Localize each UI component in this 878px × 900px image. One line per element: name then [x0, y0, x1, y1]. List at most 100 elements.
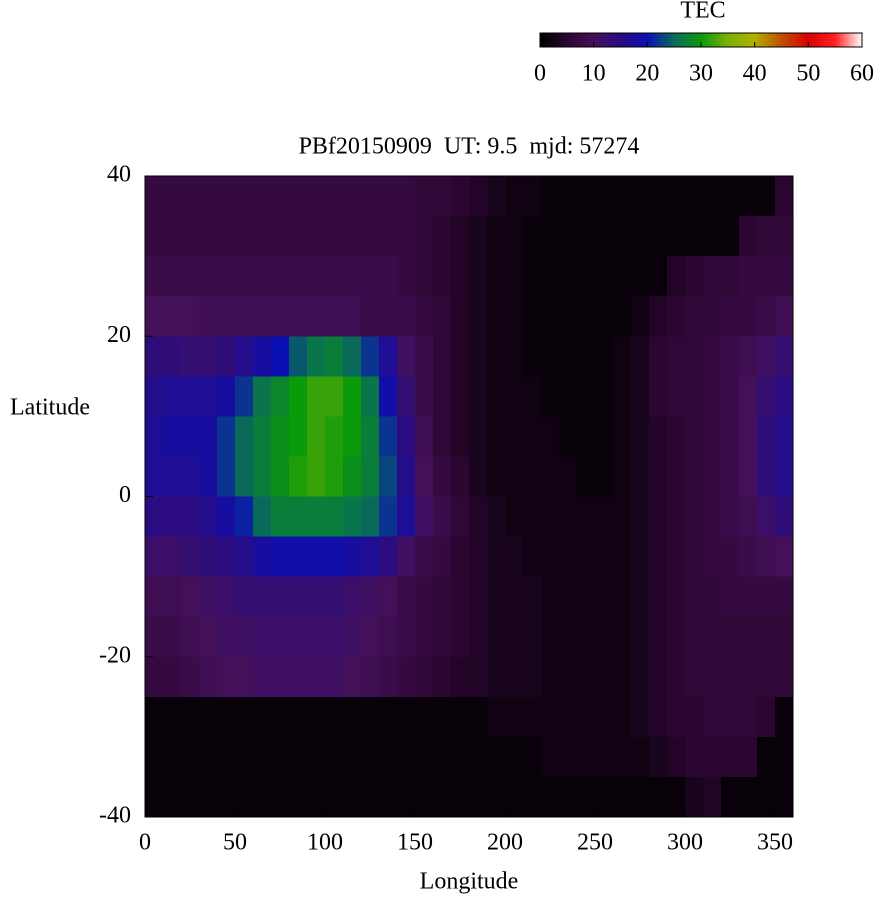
heatmap-cell [721, 336, 740, 377]
heatmap-cell [721, 736, 740, 778]
heatmap-cell [613, 176, 632, 217]
heatmap-cell [307, 696, 326, 738]
heatmap-cell [145, 376, 164, 417]
heatmap-cell [289, 776, 308, 818]
heatmap-cell [577, 536, 596, 578]
heatmap-cell [559, 216, 578, 257]
heatmap-cell [541, 736, 560, 778]
heatmap-cell [397, 256, 416, 297]
heatmap-cell [379, 416, 398, 458]
heatmap-cell [703, 776, 722, 818]
heatmap-cell [217, 216, 236, 257]
heatmap-cell [271, 776, 290, 818]
heatmap-cell [181, 376, 200, 417]
heatmap-cell [577, 336, 596, 377]
heatmap-cell [559, 296, 578, 337]
heatmap-cell [541, 776, 560, 818]
heatmap-cell [433, 376, 452, 417]
heatmap-cell [577, 456, 596, 498]
heatmap-cell [469, 656, 488, 698]
heatmap-cell [199, 456, 218, 498]
heatmap-cell [253, 296, 272, 337]
heatmap-cell [559, 256, 578, 297]
heatmap-cell [307, 616, 326, 658]
heatmap-cell [451, 376, 470, 417]
heatmap-cell [235, 616, 254, 658]
heatmap-cell [505, 456, 524, 498]
heatmap-cell [361, 496, 380, 538]
x-tick-label: 150 [397, 830, 433, 856]
heatmap-cell [739, 656, 758, 698]
heatmap-cell [721, 216, 740, 257]
heatmap-cell [703, 656, 722, 698]
heatmap-cell [505, 496, 524, 538]
heatmap-cell [307, 416, 326, 458]
heatmap-cell [739, 216, 758, 257]
heatmap-cell [757, 656, 776, 698]
heatmap-cell [577, 736, 596, 778]
heatmap-cell [721, 456, 740, 498]
heatmap-cell [361, 536, 380, 578]
heatmap-cell [415, 336, 434, 377]
heatmap-cell [631, 216, 650, 257]
y-tick-label: 0 [119, 482, 131, 508]
heatmap-cell [703, 736, 722, 778]
heatmap-cell [541, 536, 560, 578]
heatmap-cell [415, 776, 434, 818]
heatmap-cell [253, 656, 272, 698]
heatmap-cell [685, 696, 704, 738]
heatmap-cell [451, 456, 470, 498]
heatmap-cell [181, 616, 200, 658]
heatmap-cell [469, 336, 488, 377]
heatmap-cell [145, 256, 164, 297]
heatmap-cell [721, 696, 740, 738]
heatmap-cell [271, 296, 290, 337]
heatmap-cell [541, 576, 560, 618]
heatmap-cell [559, 336, 578, 377]
heatmap-cell [181, 416, 200, 458]
heatmap-cell [253, 576, 272, 618]
heatmap-cell [721, 256, 740, 297]
heatmap-cell [343, 256, 362, 297]
heatmap-cell [775, 416, 794, 458]
heatmap-cell [649, 576, 668, 618]
heatmap-cell [559, 576, 578, 618]
heatmap-cell [685, 296, 704, 337]
heatmap-cell [739, 456, 758, 498]
heatmap-cell [433, 416, 452, 458]
heatmap-cell [145, 656, 164, 698]
heatmap-cell [595, 256, 614, 297]
heatmap-cell [649, 176, 668, 217]
colorbar-tick-label: 20 [635, 61, 659, 87]
heatmap-cell [163, 496, 182, 538]
heatmap-cell [505, 376, 524, 417]
heatmap-cell [307, 496, 326, 538]
heatmap-cell [181, 176, 200, 217]
heatmap-cell [613, 456, 632, 498]
heatmap-cell [343, 336, 362, 377]
heatmap-cell [271, 696, 290, 738]
heatmap-cell [325, 256, 344, 297]
heatmap-cell [235, 696, 254, 738]
heatmap-cell [703, 496, 722, 538]
heatmap-cell [577, 176, 596, 217]
heatmap-cell [595, 696, 614, 738]
heatmap [145, 176, 794, 818]
heatmap-cell [577, 576, 596, 618]
heatmap-cell [163, 536, 182, 578]
heatmap-cell [253, 736, 272, 778]
heatmap-cell [163, 696, 182, 738]
heatmap-cell [595, 416, 614, 458]
heatmap-cell [451, 536, 470, 578]
heatmap-cell [631, 616, 650, 658]
heatmap-cell [307, 656, 326, 698]
heatmap-cell [649, 656, 668, 698]
heatmap-cell [325, 296, 344, 337]
heatmap-cell [721, 496, 740, 538]
heatmap-cell [577, 496, 596, 538]
heatmap-cell [433, 776, 452, 818]
heatmap-cell [325, 736, 344, 778]
heatmap-cell [775, 656, 794, 698]
heatmap-cell [667, 256, 686, 297]
colorbar-label: TEC [680, 0, 725, 24]
